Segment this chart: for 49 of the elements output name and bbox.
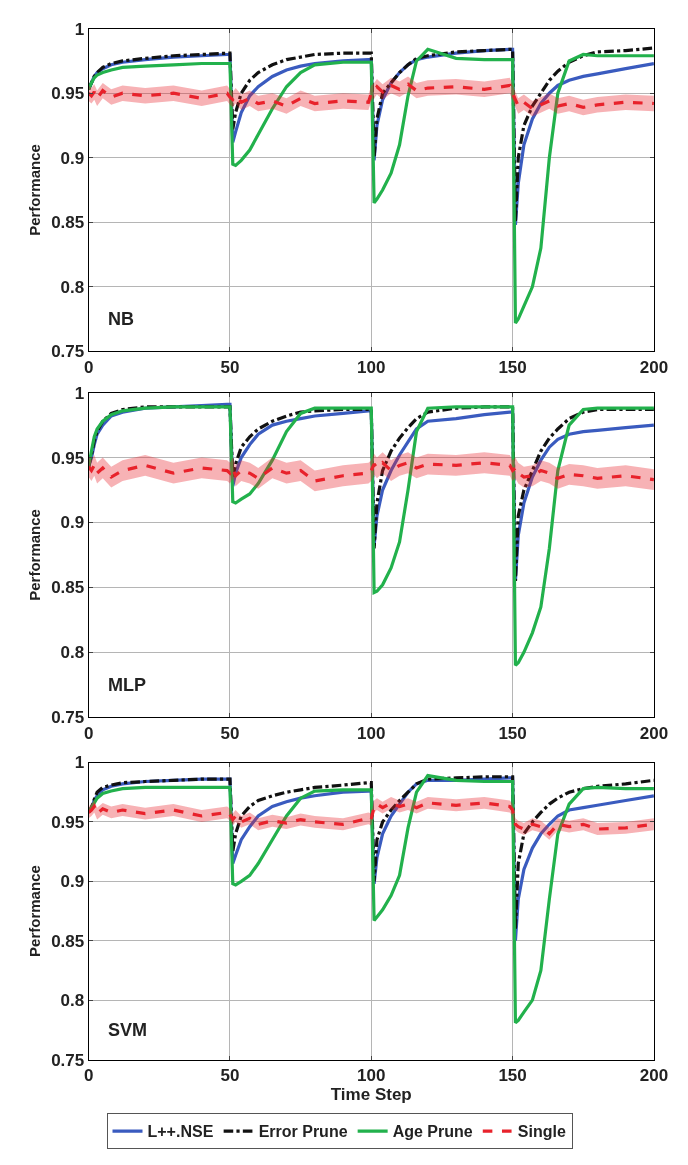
line-series — [88, 82, 654, 111]
line-series — [88, 47, 654, 325]
annotation: MLP — [108, 675, 146, 695]
y-tick-label: 1 — [74, 19, 85, 39]
x-tick-label: 0 — [83, 1065, 94, 1085]
y-tick-label: 0.95 — [51, 84, 85, 104]
line-series — [88, 773, 654, 1025]
y-tick-label: 1 — [74, 753, 85, 773]
legend-label: L++.NSE — [147, 1123, 214, 1141]
legend-label: Age Prune — [392, 1123, 473, 1141]
line-series — [88, 405, 654, 667]
x-tick-label: 0 — [83, 723, 94, 743]
x-tick-label: 50 — [220, 723, 240, 743]
y-tick-label: 0.9 — [60, 148, 85, 168]
x-tick-label: 100 — [357, 1065, 386, 1085]
y-tick-label: 0.85 — [51, 931, 85, 951]
annotation: NB — [108, 309, 134, 329]
y-axis-title: Performance — [26, 144, 44, 236]
y-tick-label: 0.75 — [51, 1050, 85, 1070]
x-tick-label: 200 — [639, 1065, 669, 1085]
x-axis-title: Time Step — [330, 1084, 412, 1104]
y-tick-label: 0.8 — [60, 643, 85, 663]
y-tick-label: 0.95 — [51, 812, 85, 832]
x-tick-label: 100 — [357, 357, 386, 377]
y-tick-label: 0.95 — [51, 448, 85, 468]
legend-label: Error Prune — [258, 1123, 348, 1141]
x-tick-label: 200 — [639, 723, 669, 743]
x-tick-label: 150 — [498, 357, 527, 377]
y-tick-label: 0.8 — [60, 277, 85, 297]
x-tick-label: 100 — [357, 723, 386, 743]
line-series — [88, 461, 654, 483]
x-tick-label: 50 — [220, 357, 240, 377]
x-tick-label: 150 — [498, 1065, 527, 1085]
y-axis-title: Performance — [26, 509, 44, 601]
y-tick-label: 0.9 — [60, 513, 85, 533]
x-tick-label: 150 — [498, 723, 527, 743]
y-tick-label: 0.9 — [60, 872, 85, 892]
y-axis-title: Performance — [26, 865, 44, 957]
x-tick-label: 0 — [83, 357, 94, 377]
x-tick-label: 200 — [639, 357, 669, 377]
x-tick-label: 50 — [220, 1065, 240, 1085]
y-tick-label: 0.85 — [51, 213, 85, 233]
y-tick-label: 1 — [74, 383, 85, 403]
y-tick-label: 0.75 — [51, 708, 85, 728]
y-tick-label: 0.8 — [60, 991, 85, 1011]
annotation: SVM — [108, 1020, 148, 1040]
y-tick-label: 0.75 — [51, 342, 85, 362]
y-tick-label: 0.85 — [51, 578, 85, 598]
legend-label: Single — [517, 1123, 566, 1141]
